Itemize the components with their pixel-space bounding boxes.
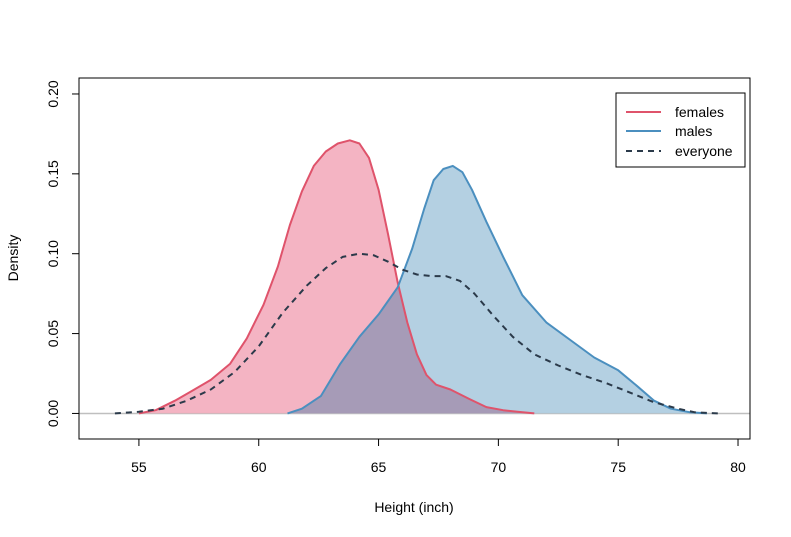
y-axis-title: Density [5,235,21,282]
x-tick-label: 70 [491,459,507,475]
y-axis: 0.00 0.05 0.10 0.15 0.20 [45,80,80,427]
y-tick-label: 0.00 [45,400,61,427]
y-tick-label: 0.05 [45,320,61,347]
y-tick-label: 0.10 [45,240,61,267]
legend-label-males: males [675,123,712,139]
x-tick-label: 60 [251,459,267,475]
x-tick-label: 75 [610,459,626,475]
plot-layer [79,139,750,415]
y-tick-label: 0.15 [45,160,61,187]
x-axis: 55 60 65 70 75 80 [131,438,746,475]
x-tick-label: 55 [131,459,147,475]
line-males [287,164,707,415]
legend-label-everyone: everyone [675,143,733,159]
area-females [138,140,535,414]
line-females [138,139,535,415]
x-tick-label: 65 [371,459,387,475]
x-axis-title: Height (inch) [374,499,453,515]
legend-label-females: females [675,104,724,120]
line-everyone [114,252,719,415]
legend: females males everyone [615,92,746,168]
y-tick-label: 0.20 [45,80,61,107]
x-tick-label: 80 [730,459,746,475]
